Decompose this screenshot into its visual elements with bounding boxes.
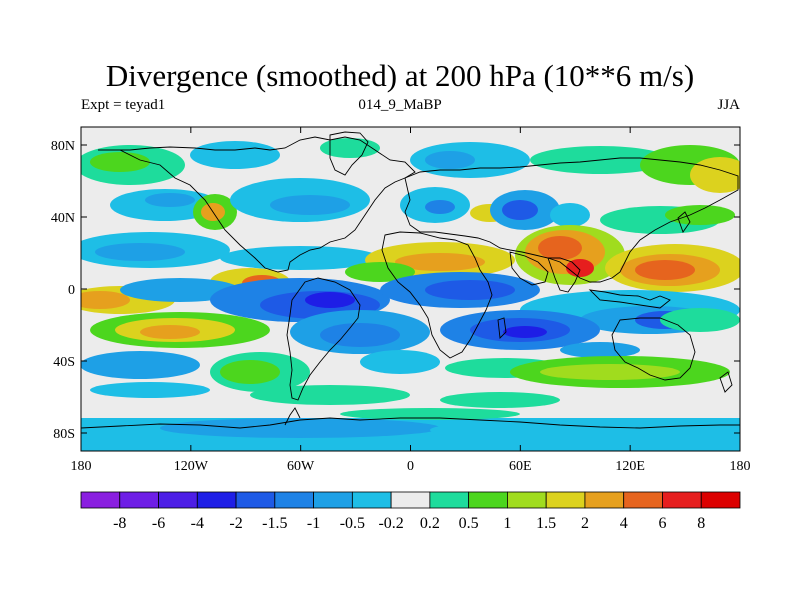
colorbar-box [80, 491, 121, 509]
x-tick-label: 60E [509, 459, 532, 474]
eurasia-coast [404, 157, 739, 283]
colorbar-box [429, 491, 470, 509]
colorbar-box [468, 491, 508, 509]
colorbar-label: 2 [581, 515, 589, 532]
x-tick-label: 180 [730, 459, 751, 474]
y-tick-label: 80S [53, 427, 75, 442]
colorbar-label: -1.5 [262, 515, 287, 532]
colorbar-label: -2 [229, 515, 242, 532]
y-tick-label: 40N [51, 211, 75, 226]
indonesia-coast [588, 289, 671, 309]
colorbar-label: -1 [307, 515, 320, 532]
australia-coast [611, 317, 696, 381]
colorbar-label: -0.2 [378, 515, 403, 532]
arabia-coast [509, 251, 549, 286]
coastlines [81, 131, 740, 429]
colorbar-label: 8 [697, 515, 705, 532]
antarctic-peninsula [284, 407, 301, 426]
colorbar-box [351, 491, 392, 509]
colorbar-label: -6 [152, 515, 165, 532]
x-tick-label: 120W [174, 459, 209, 474]
x-tick-label: 120E [615, 459, 645, 474]
north-america-coast [98, 136, 416, 273]
divergence-field [81, 127, 740, 451]
southern-subtropics [90, 308, 740, 358]
colorbar-label: 4 [620, 515, 628, 532]
greenland-coast [329, 131, 369, 176]
new-zealand-coast [719, 371, 733, 393]
colorbar-label: 1.5 [536, 515, 556, 532]
colorbar-box [507, 491, 547, 509]
colorbar-box [119, 491, 159, 509]
colorbar-box [584, 491, 625, 509]
colorbar-label: 6 [658, 515, 666, 532]
y-tick-label: 40S [53, 355, 75, 370]
x-tick-label: 60W [287, 459, 315, 474]
colorbar-box [196, 491, 237, 509]
plot-title: Divergence (smoothed) at 200 hPa (10**6 … [105, 58, 695, 93]
colorbar-label: 1 [503, 515, 511, 532]
colorbar-box [158, 491, 198, 509]
colorbar-box [662, 491, 702, 509]
southern-midlat [81, 350, 730, 408]
experiment-label: Expt = teyad1 [81, 97, 166, 113]
colorbar-label: 0.5 [459, 515, 479, 532]
colorbar-label: -8 [113, 515, 126, 532]
south-america-coast [286, 277, 361, 401]
x-tick-label: 0 [407, 459, 414, 474]
colorbar-label: -4 [191, 515, 204, 532]
japan-coast [677, 211, 691, 233]
run-label: 014_9_MaBP [358, 97, 442, 113]
colorbar-box [274, 491, 314, 509]
axis-ticks: 180 120W 60W 0 60E 120E 180 80N 40N 0 40S 80S [51, 127, 751, 474]
x-tick-label: 180 [71, 459, 92, 474]
colorbar: -8 -6 -4 -2 -1.5 -1 -0.5 -0.2 0.2 0.5 1 1.5 2 4 6 8 [80, 491, 741, 532]
colorbar-label: -0.5 [340, 515, 365, 532]
season-label: JJA [717, 97, 740, 113]
colorbar-box [235, 491, 276, 509]
colorbar-box [313, 491, 353, 509]
y-tick-label: 80N [51, 139, 75, 154]
colorbar-box [623, 491, 663, 509]
colorbar-label: 0.2 [420, 515, 440, 532]
antarctica-coast [81, 417, 740, 429]
colorbar-box [700, 491, 741, 509]
colorbar-box [545, 491, 586, 509]
y-tick-label: 0 [68, 283, 75, 298]
colorbar-box [390, 491, 431, 509]
madagascar-coast [497, 317, 507, 339]
india-coast [547, 257, 581, 293]
africa-coast [381, 231, 493, 359]
midlat-north [110, 178, 735, 234]
